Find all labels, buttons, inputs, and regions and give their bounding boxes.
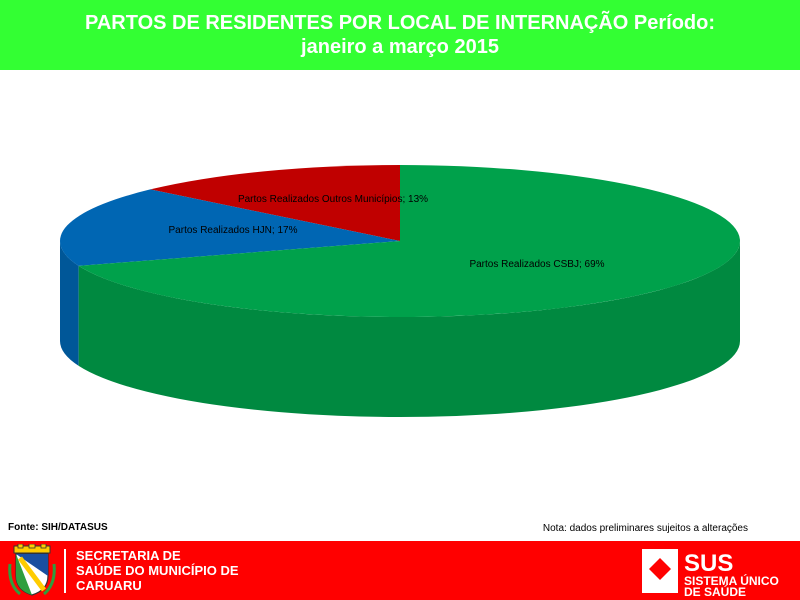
chart-title: PARTOS DE RESIDENTES POR LOCAL DE INTERN… bbox=[0, 0, 800, 70]
pie-side-group bbox=[60, 241, 741, 417]
footer-band: SECRETARIA DE SAÚDE DO MUNICÍPIO DE CARU… bbox=[0, 541, 800, 600]
secretaria-line3: CARUARU bbox=[76, 578, 142, 593]
sus-logo-text: SUS bbox=[684, 550, 733, 577]
sus-logo: SUS SISTEMA ÚNICO DE SAÚDE bbox=[642, 549, 779, 597]
secretaria-label: SECRETARIA DE SAÚDE DO MUNICÍPIO DE CARU… bbox=[76, 548, 239, 593]
pie-side-partos-realizados-hjn bbox=[60, 241, 79, 366]
footer-divider bbox=[64, 549, 66, 593]
pie-slice-partos-realizados-hjn bbox=[59, 189, 401, 266]
chart-title-line2: janeiro a março 2015 bbox=[301, 36, 499, 58]
chart-title-line1: PARTOS DE RESIDENTES POR LOCAL DE INTERN… bbox=[84, 12, 716, 34]
data-label-partos-realizados-hjn: Partos Realizados HJN; 17% bbox=[169, 225, 298, 236]
pie-slice-partos-realizados-outros-municipios bbox=[150, 165, 400, 241]
pie-chart: Partos Realizados Outros Municípios; 13%… bbox=[59, 165, 741, 417]
pie-side-partos-realizados-csbj bbox=[78, 241, 741, 417]
secretaria-line1: SECRETARIA DE bbox=[76, 548, 181, 563]
data-label-partos-realizados-csbj: Partos Realizados CSBJ; 69% bbox=[469, 259, 604, 270]
sus-line2: DE SAÚDE bbox=[684, 584, 746, 597]
source-label: Fonte: SIH/DATASUS bbox=[8, 522, 108, 533]
note-label: Nota: dados preliminares sujeitos a alte… bbox=[542, 523, 748, 534]
sus-line1: SISTEMA ÚNICO bbox=[684, 573, 779, 588]
secretaria-line2: SAÚDE DO MUNICÍPIO DE bbox=[76, 563, 239, 578]
data-label-partos-realizados-outros-municipios: Partos Realizados Outros Municípios; 13% bbox=[238, 194, 428, 205]
caruaru-crest-logo bbox=[8, 544, 56, 596]
pie-top-group bbox=[59, 165, 741, 317]
pie-slice-partos-realizados-csbj bbox=[78, 165, 741, 317]
